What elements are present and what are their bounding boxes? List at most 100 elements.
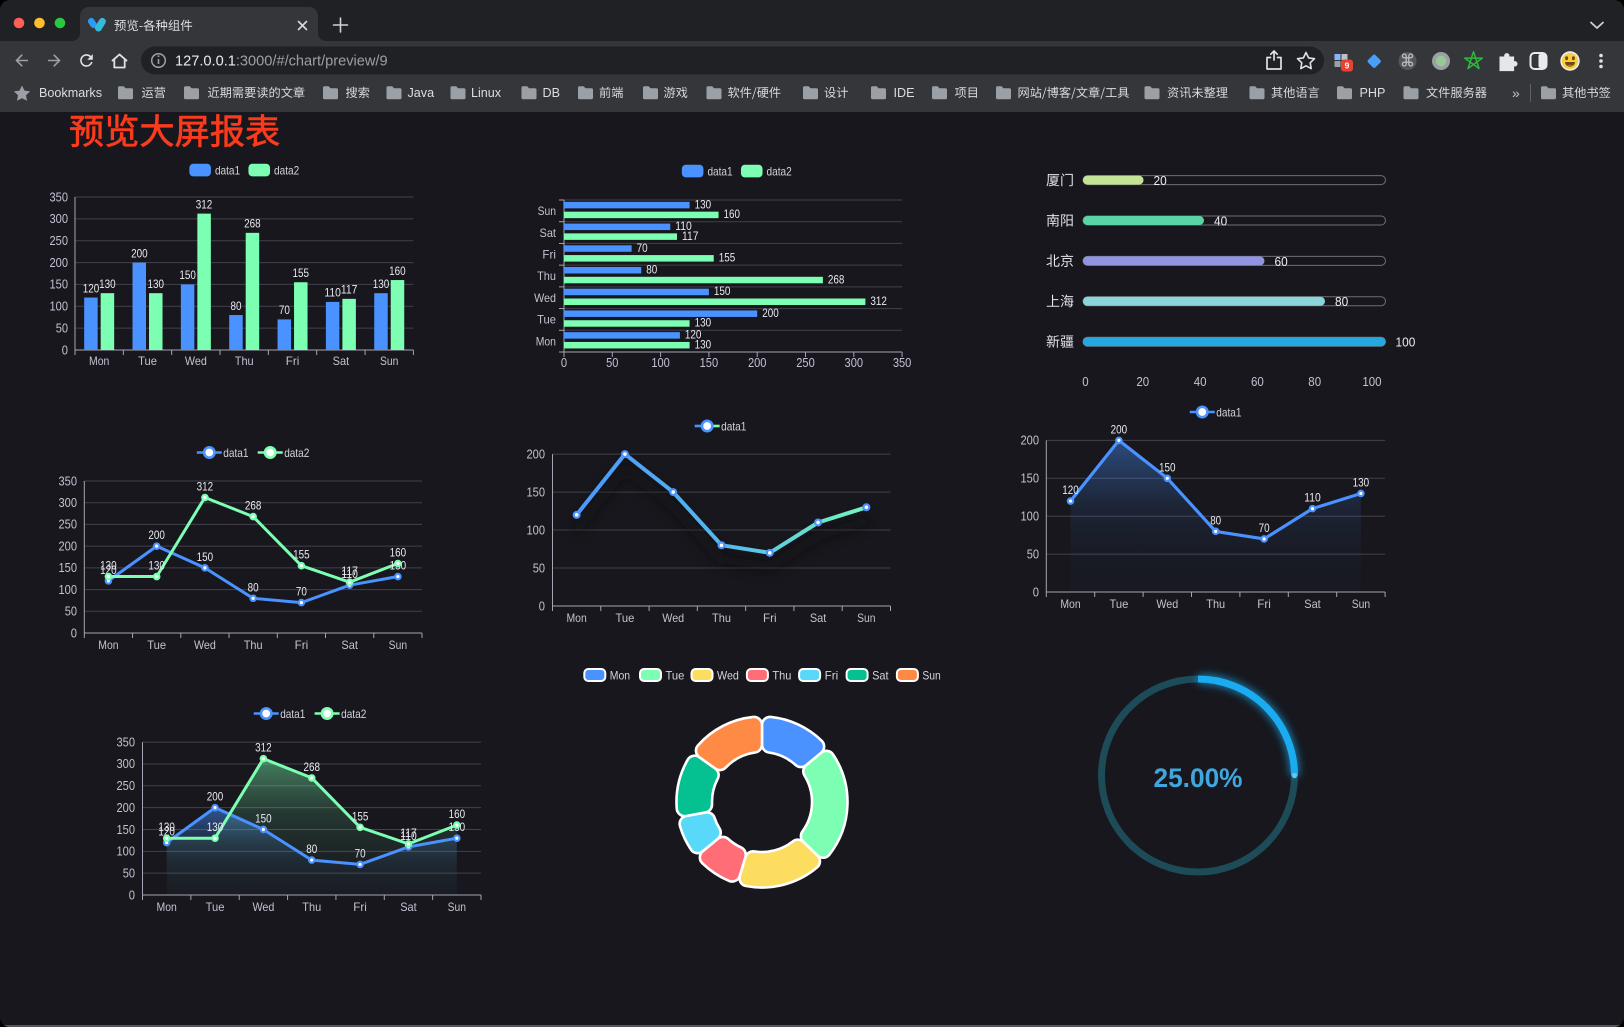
svg-text:130: 130: [695, 199, 712, 211]
svg-text:Thu: Thu: [537, 269, 556, 283]
svg-text:Wed: Wed: [662, 611, 684, 625]
svg-text:50: 50: [56, 321, 68, 335]
svg-text:Tue: Tue: [206, 900, 225, 914]
svg-text:200: 200: [59, 539, 78, 553]
svg-text:100: 100: [1396, 335, 1416, 350]
svg-text:200: 200: [207, 792, 224, 804]
svg-text:data2: data2: [274, 164, 299, 177]
svg-text:150: 150: [59, 561, 78, 575]
svg-text:110: 110: [324, 288, 341, 300]
svg-text:Sat: Sat: [1304, 597, 1321, 611]
svg-text:100: 100: [1362, 374, 1381, 389]
svg-text:Mon: Mon: [1060, 597, 1080, 611]
svg-text:130: 130: [99, 279, 116, 291]
svg-text:0: 0: [71, 626, 77, 640]
svg-text:Bookmarks: Bookmarks: [39, 86, 102, 100]
svg-text:Fri: Fri: [286, 354, 300, 368]
svg-text:155: 155: [292, 268, 309, 280]
svg-text:Sat: Sat: [341, 638, 358, 652]
svg-text:300: 300: [117, 757, 136, 771]
svg-text:155: 155: [719, 253, 736, 265]
svg-text:70: 70: [1259, 523, 1270, 535]
svg-text:200: 200: [762, 308, 779, 320]
svg-text:150: 150: [117, 823, 136, 837]
svg-text:100: 100: [59, 583, 78, 597]
svg-text:data1: data1: [1216, 406, 1241, 419]
svg-text:Mon: Mon: [610, 668, 630, 682]
svg-text:80: 80: [1335, 294, 1348, 309]
svg-text:»: »: [1512, 85, 1520, 101]
svg-text:250: 250: [117, 779, 136, 793]
svg-text:data1: data1: [215, 164, 240, 177]
svg-text:25.00%: 25.00%: [1154, 763, 1243, 793]
svg-text:50: 50: [606, 356, 618, 370]
svg-text:120: 120: [1062, 485, 1079, 497]
svg-text:9: 9: [1345, 61, 1350, 71]
svg-text:Sun: Sun: [448, 900, 466, 914]
svg-text:300: 300: [845, 356, 864, 370]
svg-text:160: 160: [389, 266, 406, 278]
svg-text:200: 200: [131, 248, 148, 260]
svg-text:Sun: Sun: [922, 668, 940, 682]
svg-text:150: 150: [179, 270, 196, 282]
svg-text:Thu: Thu: [235, 354, 254, 368]
svg-text:110: 110: [1304, 493, 1321, 505]
svg-text:Fri: Fri: [353, 900, 367, 914]
svg-text:70: 70: [296, 587, 307, 599]
svg-text:Mon: Mon: [89, 354, 109, 368]
svg-text:160: 160: [724, 209, 741, 221]
svg-text:Sun: Sun: [857, 611, 875, 625]
svg-text:200: 200: [50, 256, 69, 270]
svg-text:Sat: Sat: [333, 354, 350, 368]
svg-text:Tue: Tue: [147, 638, 166, 652]
svg-text:200: 200: [117, 801, 136, 815]
svg-text:Wed: Wed: [185, 354, 207, 368]
svg-text:117: 117: [341, 566, 358, 578]
svg-text:data1: data1: [280, 708, 305, 721]
svg-text:268: 268: [244, 219, 261, 231]
svg-text:110: 110: [400, 831, 417, 843]
svg-text:0: 0: [539, 599, 545, 613]
svg-text:70: 70: [355, 848, 366, 860]
svg-text:Fri: Fri: [542, 247, 556, 261]
svg-text:Sat: Sat: [872, 668, 889, 682]
svg-text:100: 100: [651, 356, 670, 370]
svg-text:312: 312: [197, 482, 214, 494]
svg-text:Linux: Linux: [471, 86, 502, 100]
svg-text:Sat: Sat: [400, 900, 417, 914]
svg-text:Mon: Mon: [566, 611, 586, 625]
svg-text:0: 0: [129, 888, 135, 902]
svg-text:Tue: Tue: [615, 611, 634, 625]
svg-text:Thu: Thu: [244, 638, 263, 652]
svg-text:200: 200: [527, 447, 546, 461]
svg-text:150: 150: [714, 286, 731, 298]
svg-text:120: 120: [100, 565, 117, 577]
svg-text:150: 150: [255, 813, 272, 825]
svg-text:100: 100: [117, 845, 136, 859]
svg-text:80: 80: [1308, 374, 1321, 389]
svg-text:40: 40: [1214, 213, 1227, 228]
svg-text:350: 350: [117, 735, 136, 749]
svg-text:50: 50: [123, 866, 135, 880]
svg-text:Sat: Sat: [810, 611, 827, 625]
svg-text:117: 117: [682, 231, 699, 243]
svg-text:350: 350: [893, 356, 912, 370]
svg-text:50: 50: [65, 605, 77, 619]
svg-text:Tue: Tue: [666, 668, 685, 682]
svg-text:50: 50: [1027, 547, 1039, 561]
svg-text:130: 130: [147, 279, 164, 291]
svg-text:20: 20: [1136, 374, 1149, 389]
svg-text:Wed: Wed: [1156, 597, 1178, 611]
svg-text:data2: data2: [341, 708, 366, 721]
svg-text:Fri: Fri: [1257, 597, 1271, 611]
svg-text:150: 150: [1021, 472, 1040, 486]
svg-text:Wed: Wed: [534, 291, 556, 305]
svg-text:Mon: Mon: [157, 900, 177, 914]
svg-text:350: 350: [59, 474, 78, 488]
svg-text:80: 80: [306, 844, 317, 856]
svg-text:200: 200: [748, 356, 767, 370]
svg-text:200: 200: [1021, 434, 1040, 448]
svg-text:120: 120: [685, 330, 702, 342]
svg-text:Sat: Sat: [540, 226, 557, 240]
svg-text:0: 0: [561, 356, 567, 370]
